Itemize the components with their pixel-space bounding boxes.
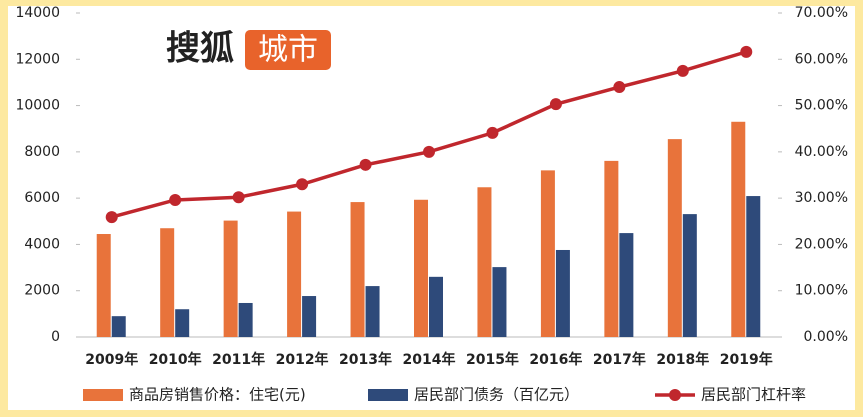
bar	[477, 187, 492, 337]
logo-box	[245, 30, 331, 70]
x-tick-label: 2018年	[656, 351, 709, 368]
x-tick-label: 2012年	[276, 351, 329, 368]
bar	[731, 121, 746, 338]
bar	[746, 196, 761, 337]
y2-tick-label: 0.00%	[804, 329, 848, 345]
y2-tick-label: 10.00%	[795, 283, 848, 299]
bar	[287, 211, 302, 337]
bar	[160, 228, 175, 337]
bar	[604, 160, 619, 337]
x-tick-label: 2017年	[593, 351, 646, 368]
legend-label: 商品房销售价格：住宅(元)	[129, 386, 306, 404]
bar	[238, 302, 253, 337]
bar	[682, 214, 697, 337]
y2-tick-label: 40.00%	[795, 144, 848, 160]
marker	[740, 45, 753, 58]
y2-tick-label: 70.00%	[795, 5, 848, 21]
marker	[359, 158, 372, 171]
logo-text: 城市	[258, 33, 318, 68]
marker	[423, 145, 435, 158]
x-tick-label: 2015年	[466, 351, 519, 368]
bar	[350, 202, 365, 337]
y-tick-label: 0	[51, 329, 60, 345]
y-tick-label: 10000	[15, 98, 60, 114]
marker	[169, 193, 182, 206]
bar	[540, 170, 555, 337]
legend-swatch	[368, 389, 408, 401]
bar	[302, 296, 317, 337]
marker	[486, 126, 499, 139]
bar	[429, 276, 443, 337]
y2-tick-label: 50.00%	[795, 98, 848, 114]
marker	[676, 64, 689, 77]
y-tick-label: 4000	[24, 236, 60, 252]
y-tick-label: 2000	[24, 283, 60, 299]
y-tick-label: 14000	[15, 5, 60, 21]
bar	[175, 309, 190, 337]
logo-text: 搜狐	[166, 29, 234, 69]
x-tick-label: 2014年	[403, 351, 456, 368]
bar	[619, 233, 634, 337]
x-tick-label: 2009年	[85, 351, 138, 368]
marker	[232, 191, 245, 204]
x-tick-label: 2013年	[339, 351, 392, 368]
marker	[549, 98, 562, 111]
bar	[555, 249, 570, 337]
x-tick-label: 2019年	[720, 351, 773, 368]
marker	[613, 81, 626, 94]
y-tick-label: 6000	[24, 190, 60, 206]
marker	[105, 211, 118, 224]
y2-tick-label: 60.00%	[795, 51, 848, 67]
y-tick-label: 8000	[24, 144, 60, 160]
x-tick-label: 2011年	[212, 351, 265, 368]
marker	[296, 178, 309, 191]
bar	[111, 316, 126, 337]
bar	[223, 220, 238, 337]
legend-swatch	[83, 389, 123, 401]
x-tick-label: 2016年	[529, 351, 582, 368]
plot-background	[8, 6, 855, 410]
y-tick-label: 12000	[15, 51, 60, 67]
bar	[414, 199, 428, 337]
legend-label: 居民部门杠杆率	[701, 386, 806, 404]
y2-tick-label: 20.00%	[795, 236, 848, 252]
y2-tick-label: 30.00%	[795, 190, 848, 206]
bar	[492, 267, 507, 337]
legend-label: 居民部门债务（百亿元）	[414, 386, 579, 404]
bar	[96, 234, 111, 337]
bar	[365, 286, 380, 337]
legend-swatch	[669, 389, 681, 401]
bar	[667, 139, 682, 337]
x-tick-label: 2010年	[149, 351, 202, 368]
